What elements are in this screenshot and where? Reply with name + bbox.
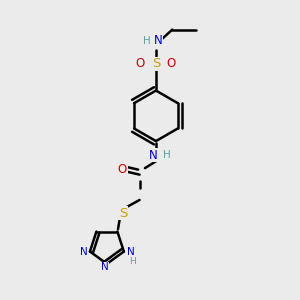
Text: O: O [167, 57, 176, 70]
Text: H: H [164, 150, 171, 160]
Text: S: S [152, 57, 160, 70]
Text: N: N [149, 149, 158, 162]
Text: O: O [136, 57, 145, 70]
Text: N: N [154, 34, 163, 47]
Text: S: S [119, 207, 128, 220]
Text: N: N [80, 247, 87, 256]
Text: N: N [127, 247, 134, 256]
Text: O: O [118, 163, 127, 176]
Text: H: H [129, 256, 136, 266]
Text: H: H [142, 36, 150, 46]
Text: N: N [101, 262, 108, 272]
